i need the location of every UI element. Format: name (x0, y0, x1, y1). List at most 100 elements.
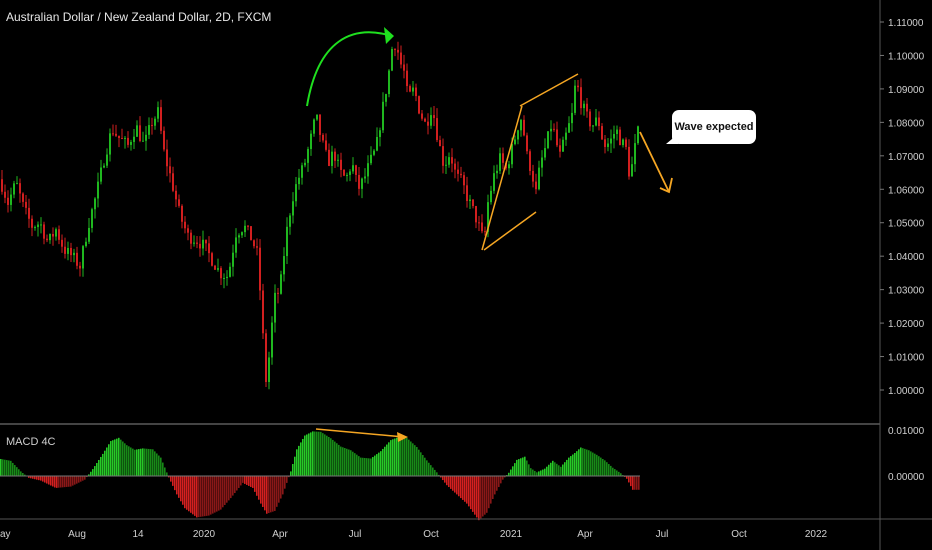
candle-body (262, 290, 264, 334)
macd-bar (318, 431, 320, 476)
candle-body (7, 197, 9, 205)
trend-line-3 (519, 73, 579, 107)
candle-body (493, 173, 495, 191)
macd-bar (582, 448, 584, 476)
candle-body (616, 129, 618, 135)
candle-body (193, 242, 195, 244)
macd-bar (84, 476, 86, 480)
macd-bar (130, 447, 132, 476)
macd-bar (128, 446, 130, 476)
macd-bar (454, 476, 456, 493)
macd-bar (560, 466, 562, 476)
macd-bar (98, 459, 100, 476)
macd-bar (408, 439, 410, 476)
candle-body (358, 174, 360, 189)
macd-bar (246, 476, 248, 485)
macd-bar (630, 476, 632, 487)
green-arc-arrow (306, 31, 393, 107)
macd-bar (162, 462, 164, 476)
macd-bar (42, 476, 44, 482)
candle-body (406, 70, 408, 87)
macd-bar (134, 449, 136, 476)
macd-bar (434, 469, 436, 476)
candle-body (211, 253, 213, 266)
macd-bar (476, 476, 478, 518)
macd-bar (556, 463, 558, 476)
candle-body (475, 206, 477, 223)
candle-body (607, 143, 609, 147)
macd-indicator-label: MACD 4C (6, 436, 56, 448)
macd-bar (180, 476, 182, 502)
price-tick-label: 1.02000 (888, 319, 925, 330)
candle-body (313, 119, 315, 134)
macd-bar (196, 476, 198, 518)
candle-body (376, 136, 378, 151)
macd-bar (152, 449, 154, 476)
candle-body (577, 85, 579, 88)
candle-body (529, 151, 531, 171)
candle-body (229, 266, 231, 277)
time-tick-label: Oct (423, 529, 439, 540)
macd-bar (234, 476, 236, 494)
macd-bar (394, 438, 396, 476)
price-tick-label: 1.09000 (888, 85, 925, 96)
candle-body (490, 190, 492, 203)
macd-bar (28, 476, 30, 478)
candle-body (472, 199, 474, 207)
candle-body (205, 239, 207, 244)
macd-bar (70, 476, 72, 487)
chart-title: Australian Dollar / New Zealand Dollar, … (6, 10, 272, 24)
macd-bar (114, 439, 116, 476)
macd-bar (532, 469, 534, 476)
candle-body (571, 112, 573, 124)
macd-bar (96, 463, 98, 476)
macd-bar (294, 456, 296, 476)
price-tick-label: 1.06000 (888, 185, 925, 196)
macd-bar (460, 476, 462, 499)
macd-bar (34, 476, 36, 480)
candle-body (73, 252, 75, 256)
macd-bar (442, 476, 444, 481)
macd-histogram (0, 431, 640, 521)
macd-bar (576, 451, 578, 476)
candle-body (328, 149, 330, 166)
candle-body (112, 133, 114, 135)
macd-bar (308, 433, 310, 476)
time-axis-labels: ay Aug 14 2020 Apr Jul Oct 2021 Apr Jul Oct 2022 (0, 529, 828, 540)
macd-bar (226, 476, 228, 503)
candle-body (538, 167, 540, 190)
candle-body (448, 157, 450, 165)
candle-body (526, 135, 528, 152)
candle-body (394, 49, 396, 51)
candle-body (256, 246, 258, 248)
candle-body (610, 138, 612, 144)
macd-bar (56, 476, 58, 488)
macd-bar (540, 470, 542, 476)
macd-bar (430, 465, 432, 476)
candle-body (625, 139, 627, 147)
candle-body (565, 132, 567, 140)
macd-bar (4, 459, 6, 476)
macd-bar (522, 457, 524, 476)
macd-bar (320, 431, 322, 476)
candle-body (61, 239, 63, 247)
macd-bar (150, 449, 152, 476)
macd-bar (330, 438, 332, 476)
macd-bar (60, 476, 62, 488)
candle-body (208, 243, 210, 254)
macd-bar (568, 457, 570, 476)
candle-body (22, 193, 24, 202)
macd-bar (520, 458, 522, 476)
macd-bar (194, 476, 196, 516)
macd-bar (30, 476, 32, 479)
macd-bar (166, 472, 168, 476)
macd-bar (254, 476, 256, 492)
candle-body (97, 181, 99, 199)
candle-body (334, 151, 336, 161)
candle-body (91, 209, 93, 228)
candle-body (250, 226, 252, 241)
macd-bar (86, 476, 88, 478)
macd-bar (258, 476, 260, 500)
candle-body (109, 133, 111, 155)
